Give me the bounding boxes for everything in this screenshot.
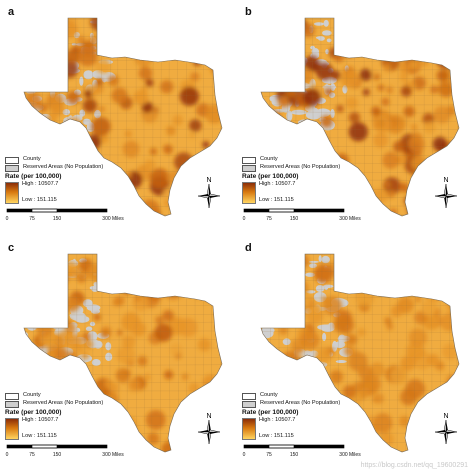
north-arrow-icon: N [433,175,459,209]
legend-low-label: Low : 151.115 [22,197,57,203]
scale-bar: 0 75 150 300 Miles [242,443,392,465]
svg-text:N: N [206,413,211,420]
panel-label: c [8,242,15,254]
texas-choropleth-map [260,253,460,453]
legend-color-ramp: High : 10507.7 Low : 151.115 [242,416,392,440]
legend-high-label: High : 10507.7 [22,180,59,187]
legend-color-ramp: High : 10507.7 Low : 151.115 [242,180,392,204]
scale-bar: 0 75 150 300 Miles [5,207,155,229]
scale-tick: 75 [266,216,272,222]
legend-reserved-label: Reserved Areas (No Population) [260,400,341,407]
north-arrow-icon: N [196,175,222,209]
county-swatch [5,392,19,400]
legend-rate-title: Rate (per 100,000) [5,409,62,416]
legend-county-row: County [242,392,392,400]
map-panel-b: b County Reserved Areas (No Population) … [237,0,474,235]
map-panel-c: c County Reserved Areas (No Population) … [0,236,237,471]
texas-outline [260,253,460,453]
texas-choropleth-map [23,253,223,453]
map-panel-d: d County Reserved Areas (No Population) … [237,236,474,471]
legend-county-label: County [23,156,41,163]
scale-tick: 75 [29,452,35,458]
scale-tick: 0 [242,452,246,458]
legend-county-label: County [23,392,41,399]
svg-text:N: N [443,413,448,420]
legend-reserved-row: Reserved Areas (No Population) [5,400,155,408]
texas-outline [23,17,223,217]
map-legend: County Reserved Areas (No Population) Ra… [242,156,392,204]
color-ramp-swatch [242,417,256,440]
scale-bar: 0 75 150 300 Miles [242,207,392,229]
map-panel-a: a County Reserved Areas (No Population) … [0,0,237,235]
legend-reserved-row: Reserved Areas (No Population) [5,164,155,172]
reserved-swatch [5,400,19,408]
scale-tick: 150 [52,452,62,458]
scale-tick: 0 [5,452,9,458]
panel-label: d [245,242,252,254]
scale-tick: 150 [289,452,299,458]
north-arrow-icon: N [196,411,222,445]
scale-tick: 300 Miles [102,216,124,222]
reserved-swatch [5,164,19,172]
reserved-swatch [242,164,256,172]
legend-county-row: County [5,156,155,164]
scale-tick: 150 [289,216,299,222]
reserved-swatch [242,400,256,408]
legend-high-label: High : 10507.7 [22,416,59,423]
county-swatch [5,156,19,164]
texas-outline [23,253,223,453]
svg-text:N: N [206,177,211,184]
legend-high-label: High : 10507.7 [259,416,296,423]
scale-tick: 300 Miles [339,452,361,458]
legend-county-label: County [260,156,278,163]
color-ramp-swatch [5,181,19,204]
county-swatch [242,156,256,164]
scale-tick: 150 [52,216,62,222]
panel-label: a [8,6,15,18]
texas-choropleth-map [23,17,223,217]
panel-label: b [245,6,252,18]
legend-rate-title: Rate (per 100,000) [242,173,299,180]
legend-reserved-label: Reserved Areas (No Population) [23,164,104,171]
map-legend: County Reserved Areas (No Population) Ra… [5,156,155,204]
legend-color-ramp: High : 10507.7 Low : 151.115 [5,180,155,204]
color-ramp-swatch [5,417,19,440]
legend-low-label: Low : 151.115 [22,433,57,439]
legend-county-row: County [5,392,155,400]
legend-high-label: High : 10507.7 [259,180,296,187]
map-legend: County Reserved Areas (No Population) Ra… [5,392,155,440]
color-ramp-swatch [242,181,256,204]
scale-tick: 0 [5,216,9,222]
legend-low-label: Low : 151.115 [259,197,294,203]
legend-reserved-row: Reserved Areas (No Population) [242,164,392,172]
county-swatch [242,392,256,400]
map-legend: County Reserved Areas (No Population) Ra… [242,392,392,440]
legend-county-label: County [260,392,278,399]
legend-county-row: County [242,156,392,164]
texas-choropleth-map [260,17,460,217]
legend-reserved-label: Reserved Areas (No Population) [23,400,104,407]
north-arrow-icon: N [433,411,459,445]
legend-rate-title: Rate (per 100,000) [5,173,62,180]
legend-low-label: Low : 151.115 [259,433,294,439]
watermark-text: https://blog.csdn.net/qq_19600291 [360,462,468,469]
scale-tick: 300 Miles [339,216,361,222]
scale-bar: 0 75 150 300 Miles [5,443,155,465]
legend-color-ramp: High : 10507.7 Low : 151.115 [5,416,155,440]
scale-tick: 0 [242,216,246,222]
scale-tick: 75 [29,216,35,222]
legend-reserved-row: Reserved Areas (No Population) [242,400,392,408]
texas-outline [260,17,460,217]
legend-rate-title: Rate (per 100,000) [242,409,299,416]
legend-reserved-label: Reserved Areas (No Population) [260,164,341,171]
scale-tick: 300 Miles [102,452,124,458]
svg-text:N: N [443,177,448,184]
scale-tick: 75 [266,452,272,458]
